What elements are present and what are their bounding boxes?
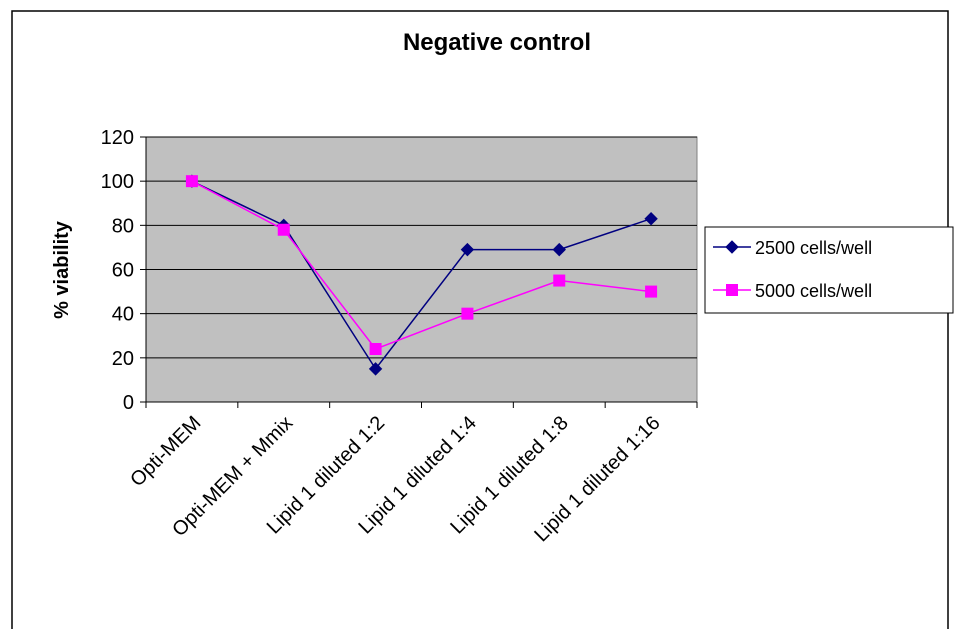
y-tick-label: 120 [101, 127, 134, 149]
y-tick-label: 0 [123, 392, 134, 414]
series-line [191, 180, 652, 350]
chart-title: Negative control [403, 29, 591, 56]
data-point [277, 223, 290, 236]
series-line [191, 180, 652, 371]
legend-swatch-marker [725, 240, 739, 254]
legend: 2500 cells/well 5000 cells/well [704, 226, 954, 314]
data-point [552, 242, 566, 257]
data-point [369, 343, 382, 355]
y-tick-label: 60 [112, 260, 134, 282]
data-point [553, 274, 566, 287]
data-point [368, 362, 383, 376]
legend-entry: 2500 cells/well [713, 238, 872, 258]
data-point [645, 285, 658, 298]
data-point [461, 307, 474, 320]
legend-entry: 5000 cells/well [713, 281, 872, 301]
data-point [460, 242, 475, 257]
legend-swatch-marker [726, 284, 738, 296]
y-tick-label: 80 [112, 215, 134, 237]
y-tick-label: 20 [112, 348, 134, 370]
legend-label: 2500 cells/well [755, 238, 872, 258]
legend-label: 5000 cells/well [755, 281, 872, 301]
legend-box [704, 226, 954, 314]
series-2 [185, 175, 658, 355]
data-point [185, 175, 198, 188]
y-tick-label: 100 [101, 171, 134, 193]
y-tick-label: 40 [112, 304, 134, 326]
data-point [644, 212, 658, 226]
y-axis-label: % viability [51, 220, 73, 319]
